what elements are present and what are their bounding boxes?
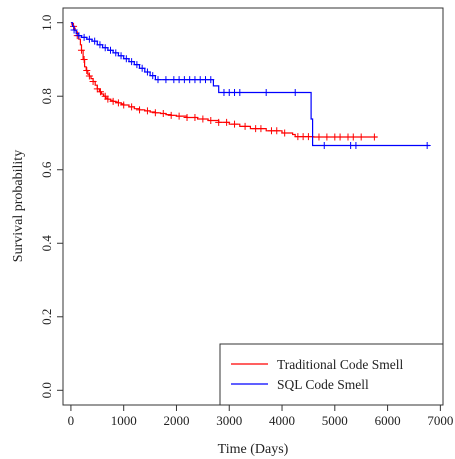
censor-mark-sql xyxy=(143,68,151,76)
y-tick-label: 1.0 xyxy=(39,15,54,31)
censor-mark-traditional xyxy=(77,46,85,54)
y-axis: 0.0 0.2 0.4 0.6 0.8 1.0 xyxy=(39,15,64,398)
legend-label-sql: SQL Code Smell xyxy=(277,377,369,392)
censor-mark-traditional xyxy=(89,78,97,86)
censor-mark-traditional xyxy=(136,106,144,114)
censor-mark-traditional xyxy=(83,66,91,74)
censor-mark-traditional xyxy=(93,85,101,93)
censor-mark-sql xyxy=(320,141,328,149)
censor-mark-traditional xyxy=(159,109,167,117)
y-tick-label: 0.6 xyxy=(39,161,54,178)
x-tick-label: 5000 xyxy=(322,413,348,428)
legend: Traditional Code Smell SQL Code Smell xyxy=(219,343,444,406)
censor-mark-sql xyxy=(70,26,78,34)
legend-label-traditional: Traditional Code Smell xyxy=(277,357,404,372)
x-axis-label: Time (Days) xyxy=(218,442,289,457)
censor-mark-sql xyxy=(154,76,162,84)
censor-mark-sql xyxy=(162,76,170,84)
y-axis-label: Survival probability xyxy=(11,150,26,262)
censor-mark-traditional xyxy=(223,118,231,126)
censor-mark-sql xyxy=(128,58,136,66)
censor-mark-traditional xyxy=(357,133,365,141)
censor-mark-traditional xyxy=(231,120,239,128)
censor-mark-traditional xyxy=(143,107,151,115)
survival-curves xyxy=(70,22,431,149)
censor-mark-traditional xyxy=(183,114,191,122)
censor-mark-traditional xyxy=(128,103,136,111)
y-tick-label: 0.4 xyxy=(39,235,54,252)
censor-mark-sql xyxy=(133,61,141,69)
x-axis: 0 1000 2000 3000 4000 5000 6000 7000 xyxy=(68,404,453,428)
censor-mark-traditional xyxy=(241,122,249,130)
survival-curve-traditional xyxy=(70,22,377,138)
censor-mark-traditional xyxy=(281,129,289,137)
censor-mark-sql xyxy=(138,64,146,72)
censor-mark-sql xyxy=(112,49,120,57)
censor-mark-traditional xyxy=(349,133,357,141)
y-tick-label: 0.2 xyxy=(39,309,54,325)
censor-mark-traditional xyxy=(370,133,378,141)
censor-mark-sql xyxy=(262,89,270,97)
x-tick-label: 2000 xyxy=(163,413,189,428)
x-tick-label: 1000 xyxy=(111,413,137,428)
censor-mark-traditional xyxy=(167,111,175,119)
censor-mark-traditional xyxy=(120,101,128,109)
censor-mark-traditional xyxy=(304,133,312,141)
censor-mark-sql xyxy=(291,89,299,97)
censor-mark-traditional xyxy=(336,133,344,141)
censor-mark-traditional xyxy=(151,109,159,117)
censor-mark-traditional xyxy=(207,116,215,124)
censor-mark-sql xyxy=(423,141,431,149)
censor-mark-traditional xyxy=(109,97,117,105)
censor-mark-sql xyxy=(96,41,104,49)
y-tick-label: 0.0 xyxy=(39,382,54,398)
censor-mark-traditional xyxy=(199,115,207,123)
legend-box xyxy=(219,343,444,406)
censor-mark-sql xyxy=(107,46,114,54)
x-tick-label: 6000 xyxy=(375,413,401,428)
censor-mark-sql xyxy=(91,37,99,45)
y-tick-label: 0.8 xyxy=(39,88,54,104)
censor-mark-traditional xyxy=(104,95,112,103)
censor-mark-sql xyxy=(101,44,109,52)
censor-mark-traditional xyxy=(257,125,265,133)
x-tick-label: 0 xyxy=(68,413,75,428)
censor-mark-sql xyxy=(236,89,244,97)
censor-mark-traditional xyxy=(215,118,223,126)
x-tick-label: 4000 xyxy=(269,413,295,428)
censor-mark-traditional xyxy=(175,112,183,120)
censor-mark-sql xyxy=(117,52,125,60)
censor-mark-sql xyxy=(122,55,130,63)
censor-mark-traditional xyxy=(85,72,93,80)
censor-mark-sql xyxy=(75,32,83,40)
censor-mark-traditional xyxy=(96,88,104,96)
x-tick-label: 7000 xyxy=(427,413,453,428)
x-tick-label: 3000 xyxy=(216,413,242,428)
censor-mark-traditional xyxy=(273,127,281,135)
censor-mark-sql xyxy=(80,33,88,41)
censor-mark-traditional xyxy=(114,99,122,107)
censor-mark-traditional xyxy=(191,114,199,122)
censor-mark-sql xyxy=(352,141,360,149)
censor-mark-sql xyxy=(85,35,93,43)
censor-mark-sql xyxy=(149,72,157,80)
censor-mark-sql xyxy=(207,76,215,84)
censor-mark-traditional xyxy=(315,133,323,141)
censor-mark-traditional xyxy=(323,133,331,141)
censor-mark-traditional xyxy=(80,55,88,63)
